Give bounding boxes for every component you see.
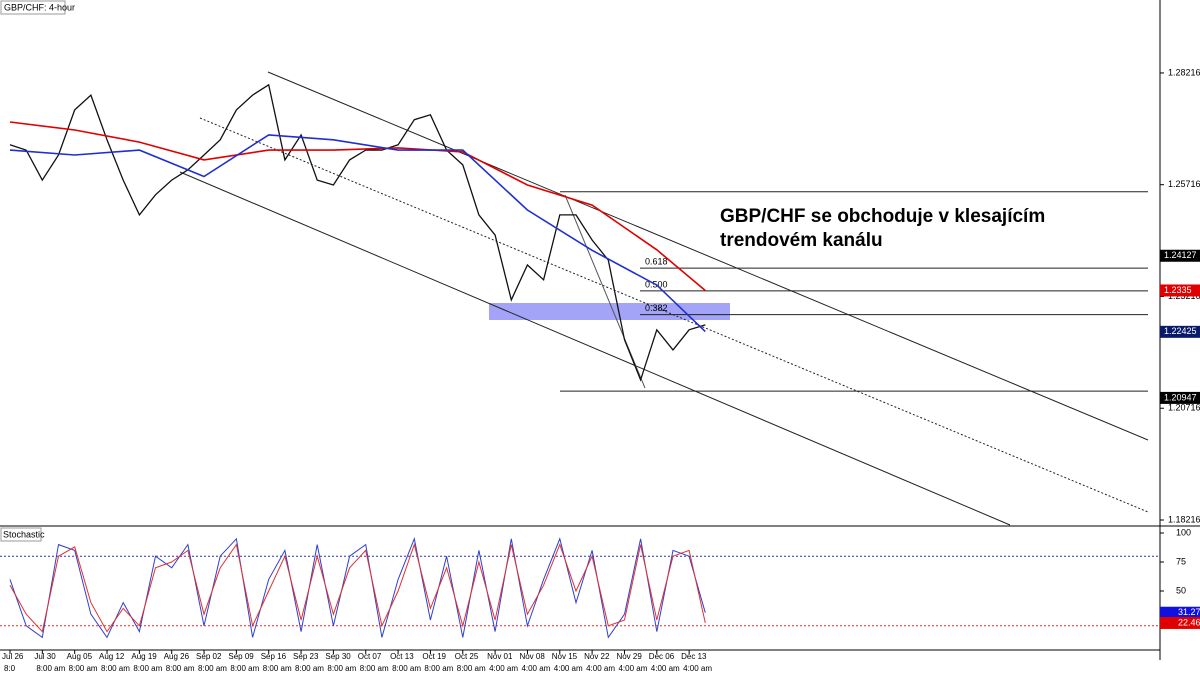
x-tick-time: 8:00 am — [101, 664, 130, 673]
price-line — [9, 83, 706, 382]
x-tick-time: 8:00 am — [166, 664, 195, 673]
x-tick-time: 8:00 am — [263, 664, 292, 673]
price-badge — [1160, 325, 1200, 338]
stoch-line — [9, 537, 706, 639]
x-tick-label: Oct 13 — [390, 652, 414, 661]
stoch-title-box — [0, 527, 42, 542]
x-tick-label: Oct 07 — [358, 652, 382, 661]
y-tick-label: 100 — [1176, 527, 1191, 537]
fib-label: 0.382 — [645, 303, 668, 313]
x-tick-time: 8:00 am — [424, 664, 453, 673]
stoch-line — [9, 542, 706, 633]
price-badge-label: 1.24127 — [1164, 250, 1197, 260]
chart-title: GBP/CHF: 4-hour — [4, 2, 75, 12]
x-tick-label: Nov 01 — [487, 652, 513, 661]
x-tick-label: Nov 08 — [519, 652, 545, 661]
channel-lower — [179, 171, 1011, 526]
y-tick-label: 1.28216 — [1168, 67, 1200, 77]
x-tick-label: Nov 22 — [584, 652, 610, 661]
stoch-badge — [1160, 616, 1200, 629]
x-tick-label: Oct 25 — [455, 652, 479, 661]
stoch-title: Stochastic — [3, 529, 45, 539]
x-tick-label: Sep 16 — [261, 652, 287, 661]
y-tick-label: 75 — [1176, 556, 1186, 566]
price-badge — [1160, 391, 1200, 404]
x-tick-time: 8:00 am — [360, 664, 389, 673]
x-tick-label: Oct 19 — [422, 652, 446, 661]
x-tick-label: Aug 19 — [131, 652, 157, 661]
x-tick-time: 8:00 am — [327, 664, 356, 673]
stoch-badge-label: 31.27 — [1178, 607, 1200, 617]
x-tick-time: 4:00 am — [618, 664, 647, 673]
x-tick-time: 8:00 am — [230, 664, 259, 673]
x-tick-time: 8:00 am — [392, 664, 421, 673]
x-tick-label: Jul 30 — [34, 652, 56, 661]
x-tick-time: 8:00 am — [69, 664, 98, 673]
annotation: GBP/CHF se obchoduje v klesajícím — [720, 206, 1045, 227]
stoch-badge — [1160, 606, 1200, 619]
x-tick-time: 4:00 am — [683, 664, 712, 673]
y-tick-label: 1.20716 — [1168, 403, 1200, 413]
price-badge-label: 1.22425 — [1164, 326, 1197, 336]
x-tick-time: 8:0 — [4, 664, 16, 673]
fib-label: 0.618 — [645, 257, 668, 267]
moving-average — [9, 134, 706, 333]
x-tick-time: 4:00 am — [554, 664, 583, 673]
x-tick-time: 4:00 am — [651, 664, 680, 673]
x-tick-time: 4:00 am — [521, 664, 550, 673]
support-zone — [489, 303, 730, 320]
y-tick-label: 50 — [1176, 585, 1186, 595]
x-tick-label: Sep 30 — [325, 652, 351, 661]
x-tick-label: Aug 05 — [67, 652, 93, 661]
title-box — [0, 0, 66, 15]
x-tick-label: Aug 12 — [99, 652, 125, 661]
x-tick-label: Sep 02 — [196, 652, 222, 661]
price-badge — [1160, 284, 1200, 297]
x-tick-time: 8:00 am — [198, 664, 227, 673]
channel-upper — [267, 71, 1149, 441]
x-tick-time: 8:00 am — [36, 664, 65, 673]
x-tick-label: Nov 29 — [616, 652, 642, 661]
stoch-badge-label: 22.46 — [1178, 617, 1200, 627]
x-tick-time: 4:00 am — [586, 664, 615, 673]
price-badge-label: 1.2335 — [1164, 285, 1192, 295]
price-badge-label: 1.20947 — [1164, 392, 1197, 402]
moving-average — [9, 121, 706, 292]
x-tick-label: Aug 26 — [164, 652, 190, 661]
x-tick-time: 8:00 am — [295, 664, 324, 673]
y-tick-label: 1.18216 — [1168, 514, 1200, 524]
x-tick-label: Nov 15 — [552, 652, 578, 661]
x-tick-time: 8:00 am — [457, 664, 486, 673]
fib-diagonal — [564, 194, 646, 389]
x-tick-label: Jul 26 — [2, 652, 24, 661]
price-badge — [1160, 249, 1200, 262]
x-tick-label: Sep 23 — [293, 652, 319, 661]
y-tick-label: 1.25716 — [1168, 179, 1200, 189]
x-tick-label: Dec 13 — [681, 652, 707, 661]
x-tick-label: Dec 06 — [649, 652, 675, 661]
annotation: trendovém kanálu — [720, 230, 883, 251]
x-tick-time: 4:00 am — [489, 664, 518, 673]
x-tick-label: Sep 09 — [228, 652, 254, 661]
x-tick-time: 8:00 am — [133, 664, 162, 673]
